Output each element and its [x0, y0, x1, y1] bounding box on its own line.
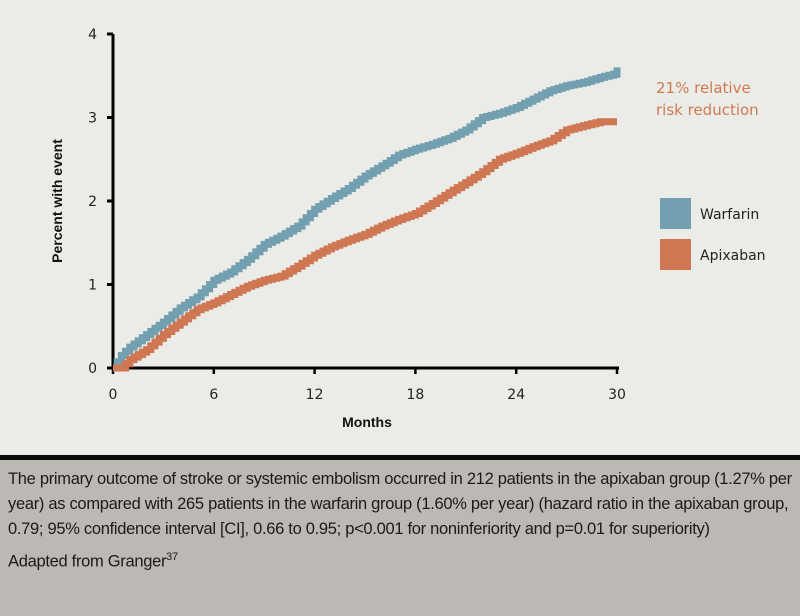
annotation-line-2: risk reduction — [656, 101, 759, 119]
y-tick-label: 4 — [88, 27, 97, 43]
y-axis-title: Percent with event — [49, 139, 65, 263]
x-tick-label: 12 — [306, 387, 324, 403]
divider — [0, 455, 800, 460]
annotation-line-1: 21% relative — [656, 79, 751, 97]
x-tick-label: 24 — [507, 387, 525, 403]
x-tick-label: 0 — [109, 387, 118, 403]
x-tick-label: 18 — [406, 387, 424, 403]
legend-label-apixaban: Apixaban — [700, 248, 766, 264]
chart-area: 0 1 2 3 4 0 6 12 18 24 30 Warfarin Apixaban Percent… — [49, 27, 766, 430]
y-tick-label: 1 — [88, 278, 97, 294]
caption-text: The primary outcome of stroke or systemi… — [8, 470, 792, 538]
x-tick-label: 30 — [608, 387, 626, 403]
y-tick-label: 2 — [88, 194, 97, 210]
source-text: Adapted from Granger — [8, 552, 167, 571]
legend-label-warfarin: Warfarin — [700, 207, 759, 223]
source-reference: 37 — [166, 551, 178, 563]
series-apixaban — [113, 118, 617, 372]
legend-swatch-apixaban — [660, 239, 691, 270]
series-warfarin — [113, 67, 621, 372]
x-axis-title: Months — [342, 414, 392, 430]
legend-swatch-warfarin — [660, 198, 691, 229]
caption-box: The primary outcome of stroke or systemi… — [0, 460, 800, 616]
x-tick-label: 6 — [209, 387, 218, 403]
y-tick-label: 3 — [88, 111, 97, 127]
y-tick-label: 0 — [88, 361, 97, 377]
source-citation: Adapted from Granger37 — [8, 551, 792, 572]
